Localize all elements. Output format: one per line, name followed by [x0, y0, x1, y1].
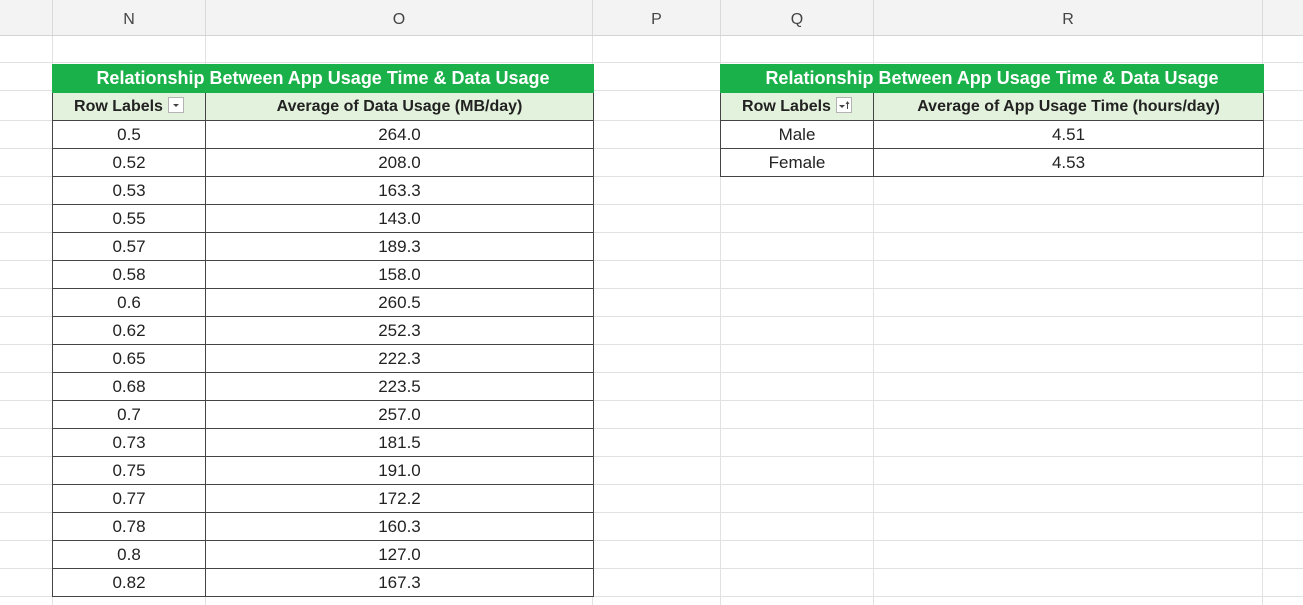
row-label-cell[interactable]: 0.73 — [52, 428, 206, 457]
table-row[interactable]: Female 4.53 — [720, 148, 1264, 177]
row-label-cell[interactable]: 0.75 — [52, 456, 206, 485]
row-labels-header[interactable]: Row Labels — [720, 92, 874, 121]
pivot-table-data-usage[interactable]: Relationship Between App Usage Time & Da… — [52, 64, 594, 597]
value-cell[interactable]: 189.3 — [205, 232, 594, 261]
value-cell[interactable]: 223.5 — [205, 372, 594, 401]
row-label-cell[interactable]: Female — [720, 148, 874, 177]
table-row[interactable]: 0.57 189.3 — [52, 232, 594, 261]
value-cell[interactable]: 158.0 — [205, 260, 594, 289]
table-row[interactable]: 0.58 158.0 — [52, 260, 594, 289]
worksheet-grid[interactable] — [0, 36, 1303, 605]
column-header-p[interactable]: P — [593, 0, 721, 35]
pivot-title[interactable]: Relationship Between App Usage Time & Da… — [52, 64, 594, 93]
row-label-cell[interactable]: Male — [720, 120, 874, 149]
value-header[interactable]: Average of App Usage Time (hours/day) — [873, 92, 1264, 121]
row-label-cell[interactable]: 0.55 — [52, 204, 206, 233]
row-label-cell[interactable]: 0.77 — [52, 484, 206, 513]
value-cell[interactable]: 172.2 — [205, 484, 594, 513]
value-cell[interactable]: 257.0 — [205, 400, 594, 429]
row-label-cell[interactable]: 0.58 — [52, 260, 206, 289]
select-all-corner[interactable] — [0, 0, 53, 35]
row-label-cell[interactable]: 0.7 — [52, 400, 206, 429]
value-cell[interactable]: 167.3 — [205, 568, 594, 597]
table-row[interactable]: 0.68 223.5 — [52, 372, 594, 401]
value-cell[interactable]: 4.53 — [873, 148, 1264, 177]
row-label-cell[interactable]: 0.52 — [52, 148, 206, 177]
column-header-o[interactable]: O — [206, 0, 593, 35]
value-cell[interactable]: 181.5 — [205, 428, 594, 457]
value-cell[interactable]: 163.3 — [205, 176, 594, 205]
table-row[interactable]: 0.5 264.0 — [52, 120, 594, 149]
row-label-cell[interactable]: 0.65 — [52, 344, 206, 373]
value-cell[interactable]: 127.0 — [205, 540, 594, 569]
value-cell[interactable]: 264.0 — [205, 120, 594, 149]
table-row[interactable]: 0.53 163.3 — [52, 176, 594, 205]
value-header[interactable]: Average of Data Usage (MB/day) — [205, 92, 594, 121]
table-row[interactable]: 0.62 252.3 — [52, 316, 594, 345]
value-cell[interactable]: 4.51 — [873, 120, 1264, 149]
value-cell[interactable]: 191.0 — [205, 456, 594, 485]
row-label-cell[interactable]: 0.8 — [52, 540, 206, 569]
column-header-bar: N O P Q R — [0, 0, 1303, 36]
value-cell[interactable]: 252.3 — [205, 316, 594, 345]
table-row[interactable]: 0.6 260.5 — [52, 288, 594, 317]
table-row[interactable]: 0.73 181.5 — [52, 428, 594, 457]
column-header-s[interactable] — [1263, 0, 1303, 35]
row-label-cell[interactable]: 0.62 — [52, 316, 206, 345]
table-row[interactable]: 0.8 127.0 — [52, 540, 594, 569]
row-label-cell[interactable]: 0.57 — [52, 232, 206, 261]
table-row[interactable]: 0.52 208.0 — [52, 148, 594, 177]
sort-ascending-filter-icon[interactable] — [835, 97, 852, 114]
value-cell[interactable]: 143.0 — [205, 204, 594, 233]
table-row[interactable]: 0.82 167.3 — [52, 568, 594, 597]
row-label-cell[interactable]: 0.6 — [52, 288, 206, 317]
column-header-r[interactable]: R — [874, 0, 1263, 35]
row-label-cell[interactable]: 0.78 — [52, 512, 206, 541]
table-row[interactable]: 0.77 172.2 — [52, 484, 594, 513]
table-row[interactable]: 0.65 222.3 — [52, 344, 594, 373]
row-label-cell[interactable]: 0.5 — [52, 120, 206, 149]
column-header-q[interactable]: Q — [721, 0, 874, 35]
value-cell[interactable]: 260.5 — [205, 288, 594, 317]
row-label-cell[interactable]: 0.68 — [52, 372, 206, 401]
table-row[interactable]: 0.78 160.3 — [52, 512, 594, 541]
row-label-cell[interactable]: 0.82 — [52, 568, 206, 597]
value-cell[interactable]: 160.3 — [205, 512, 594, 541]
table-row[interactable]: 0.7 257.0 — [52, 400, 594, 429]
table-row[interactable]: Male 4.51 — [720, 120, 1264, 149]
value-cell[interactable]: 222.3 — [205, 344, 594, 373]
row-label-cell[interactable]: 0.53 — [52, 176, 206, 205]
table-row[interactable]: 0.55 143.0 — [52, 204, 594, 233]
pivot-table-app-usage-by-gender[interactable]: Relationship Between App Usage Time & Da… — [720, 64, 1264, 177]
table-row[interactable]: 0.75 191.0 — [52, 456, 594, 485]
value-cell[interactable]: 208.0 — [205, 148, 594, 177]
column-header-n[interactable]: N — [53, 0, 206, 35]
row-labels-header[interactable]: Row Labels — [52, 92, 206, 121]
pivot-title[interactable]: Relationship Between App Usage Time & Da… — [720, 64, 1264, 93]
dropdown-arrow-icon[interactable] — [167, 97, 184, 114]
